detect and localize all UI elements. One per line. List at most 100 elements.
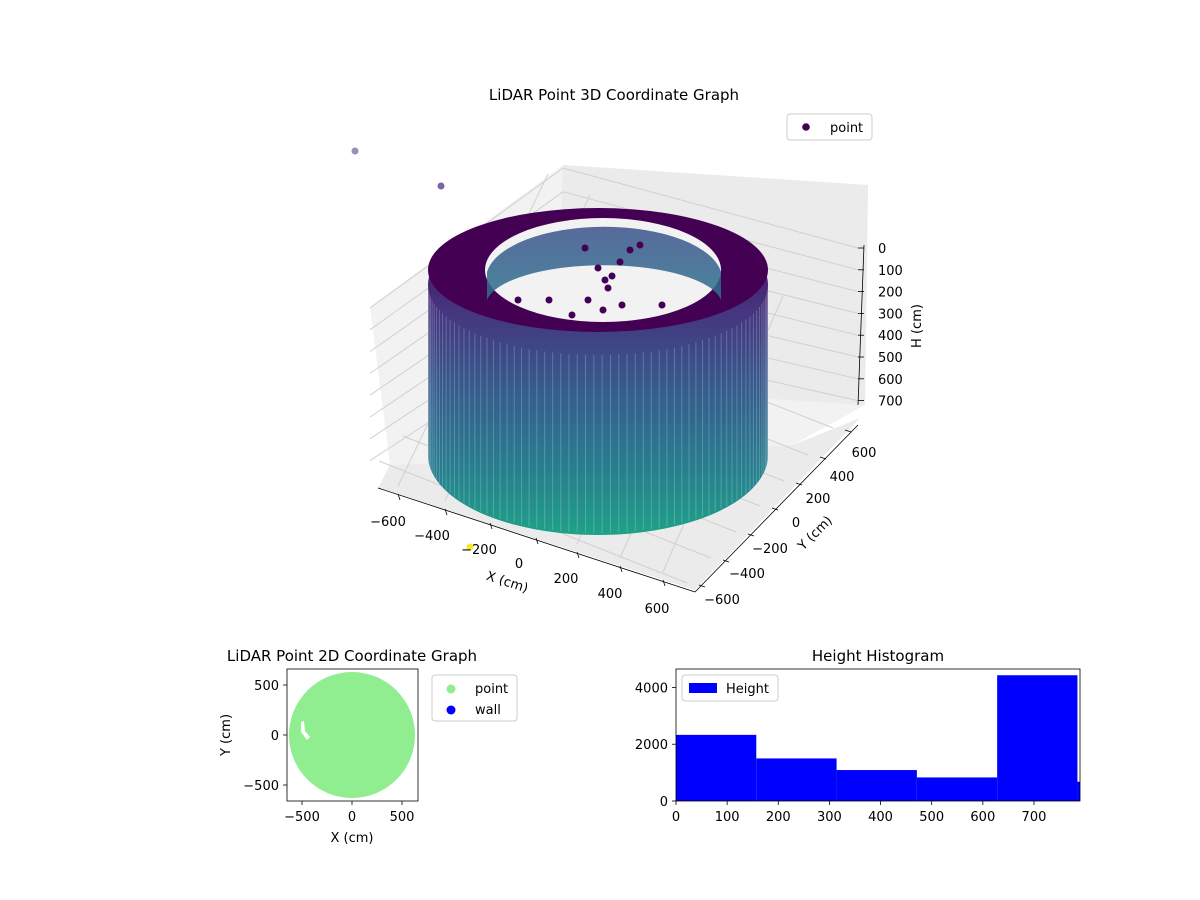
plot3d-legend: point (786, 113, 873, 141)
plot3d-inner-point (581, 244, 589, 252)
histogram: Height Histogram 0 100 200 300 400 500 600 7000… (635, 647, 1081, 825)
plot3d-y-tick-label: 600 (852, 446, 877, 461)
plot3d-y-tick-mark (819, 456, 827, 460)
plot3d: LiDAR Point 3D Coordinate Graph −600 −400… (351, 86, 925, 617)
plot2d-y-tick-label: 500 (254, 679, 279, 694)
histogram-x-tick-label: 600 (970, 810, 995, 825)
histogram-x-tick-label: 0 (672, 810, 680, 825)
plot3d-y-tick-mark (771, 507, 779, 511)
plot3d-outlier-point (351, 147, 359, 155)
histogram-x-tick-label: 700 (1022, 810, 1047, 825)
plot3d-y-tick-mark (844, 429, 852, 433)
plot3d-x-tick-label: 600 (645, 602, 670, 617)
histogram-bars (676, 675, 1080, 801)
plot3d-cylinder-inner-wall (487, 226, 721, 300)
plot3d-y-axis-line (694, 424, 859, 593)
histogram-y-tick-label: 2000 (635, 738, 668, 753)
plot3d-inner-point (604, 284, 612, 292)
histogram-x-tick-label: 500 (919, 810, 944, 825)
plot2d-legend-point-marker (446, 684, 456, 694)
plot3d-inner-point (601, 276, 609, 284)
plot2d-legend-wall-marker (446, 705, 456, 715)
plot3d-y-tick-label: −400 (729, 567, 765, 582)
histogram-legend-label: Height (726, 682, 769, 697)
plot3d-x-tick-label: 200 (554, 572, 579, 587)
plot3d-inner-point (616, 258, 624, 266)
histogram-legend: Height (681, 674, 779, 702)
plot2d-x-tick-label: 0 (348, 810, 356, 825)
plot3d-outlier-point (466, 543, 474, 551)
plot3d-inner-point (514, 296, 522, 304)
plot3d-legend-marker (802, 123, 810, 131)
plot3d-y-tick-label: 200 (806, 492, 831, 507)
plot3d-z-tick-label: 700 (878, 395, 903, 410)
plot3d-gridline (562, 167, 859, 249)
histogram-legend-swatch (689, 683, 717, 693)
histogram-bar (836, 770, 917, 801)
histogram-axes-frame (675, 668, 1081, 802)
plot3d-inner-point (618, 301, 626, 309)
plot3d-xlabel: X (cm) (484, 569, 530, 597)
plot3d-y-tick-label: 400 (830, 470, 855, 485)
plot3d-legend-label: point (830, 121, 863, 136)
plot3d-inner-point (626, 246, 634, 254)
plot2d-y-tick-label: −500 (243, 779, 279, 794)
plot2d-ticks: −500 0 500 500 0 −500 (243, 679, 414, 825)
plot3d-z-tick-label: 200 (878, 286, 903, 301)
plot3d-z-tick-label: 400 (878, 329, 903, 344)
plot3d-y-tick-mark (795, 482, 803, 486)
plot2d-point-disc (289, 672, 415, 798)
plot2d-legend-wall-label: wall (475, 703, 501, 718)
plot2d: LiDAR Point 2D Coordinate Graph −500 0 500… (219, 647, 518, 846)
histogram-ticks: 0 100 200 300 400 500 600 700 0 2000 4000 (635, 681, 1046, 825)
plot3d-inner-point (658, 301, 666, 309)
plot3d-y-tick-mark (747, 533, 755, 537)
histogram-bar (756, 758, 837, 801)
plot3d-x-tick-mark (444, 508, 448, 516)
plot3d-x-tick-label: −400 (414, 529, 450, 544)
histogram-x-tick-label: 400 (868, 810, 893, 825)
histogram-y-tick-label: 0 (660, 795, 668, 810)
plot3d-x-tick-label: −600 (370, 515, 406, 530)
plot2d-gap (301, 721, 310, 740)
histogram-x-tick-label: 300 (817, 810, 842, 825)
plot3d-inner-point (608, 272, 616, 280)
plot3d-zlabel: H (cm) (910, 304, 925, 348)
plot2d-x-tick-label: −500 (284, 810, 320, 825)
plot3d-x-tick-label: 400 (598, 587, 623, 602)
plot3d-title: LiDAR Point 3D Coordinate Graph (489, 86, 739, 104)
plot3d-inner-point (584, 296, 592, 304)
plot3d-inner-point (594, 264, 602, 272)
histogram-x-tick-label: 200 (766, 810, 791, 825)
histogram-y-tick-label: 4000 (635, 681, 668, 696)
plot3d-inner-point (636, 241, 644, 249)
plot2d-x-tick-label: 500 (390, 810, 415, 825)
plot2d-xlabel: X (cm) (331, 831, 374, 846)
histogram-bar (1077, 781, 1080, 801)
plot2d-legend-point-label: point (475, 682, 508, 697)
plot3d-y-tick-label: −600 (704, 593, 740, 608)
plot3d-inner-point (599, 306, 607, 314)
plot3d-x-tick-mark (576, 551, 580, 559)
plot3d-inner-points (514, 241, 666, 319)
plot3d-x-tick-mark (619, 565, 623, 573)
plot3d-point-cloud (427, 208, 769, 535)
plot2d-legend: point wall (431, 674, 518, 722)
plot3d-y-tick-label: −200 (752, 542, 788, 557)
histogram-title: Height Histogram (812, 647, 944, 665)
histogram-bar (676, 734, 757, 801)
plot3d-y-tick-mark (698, 584, 706, 588)
plot3d-outlier-point (437, 182, 445, 190)
plot3d-z-axis-line (857, 244, 865, 406)
plot3d-ticks: −600 −400 −200 0 200 400 600 −600 −400 −200 0 200 40… (370, 242, 903, 617)
plot3d-z-tick-label: 500 (878, 351, 903, 366)
plot3d-ylabel: Y (cm) (795, 513, 836, 554)
plot3d-z-tick-label: 0 (878, 242, 886, 257)
histogram-bar (916, 777, 998, 801)
plot2d-ylabel: Y (cm) (219, 714, 234, 757)
plot3d-x-tick-mark (489, 522, 493, 530)
plot3d-inner-point (568, 311, 576, 319)
plot3d-x-tick-mark (535, 537, 539, 545)
plot3d-x-tick-label: 0 (515, 557, 523, 572)
